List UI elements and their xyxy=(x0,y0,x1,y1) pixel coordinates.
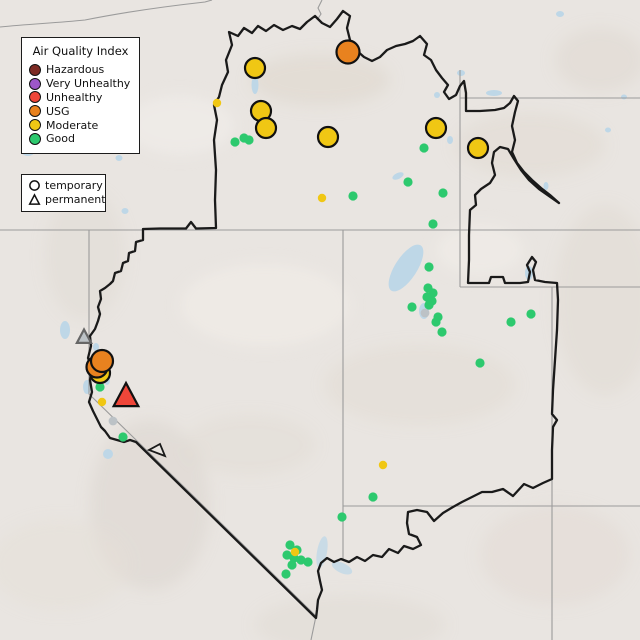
legend-item-permanent: permanent xyxy=(28,193,106,207)
station-good-circle[interactable] xyxy=(95,382,105,392)
station-good-circle[interactable] xyxy=(437,327,447,337)
hazardous-swatch-icon xyxy=(29,63,41,76)
station-good-circle[interactable] xyxy=(230,137,240,147)
legend-item-temporary: temporary xyxy=(28,179,103,193)
state-line-idaho xyxy=(316,0,323,21)
station-unhealthy-triangle[interactable] xyxy=(111,380,141,408)
state-line-ca-nv xyxy=(88,230,317,640)
station-moderate-circle[interactable] xyxy=(424,116,448,140)
station-moderate-circle[interactable] xyxy=(243,56,267,80)
station-moderate-circle[interactable] xyxy=(317,193,327,203)
basin-boundary xyxy=(86,9,561,620)
station-good-circle[interactable] xyxy=(475,358,485,368)
station-good-circle[interactable] xyxy=(296,555,306,565)
station-good-circle[interactable] xyxy=(285,540,295,550)
station-good-circle[interactable] xyxy=(407,302,417,312)
station-moderate-circle[interactable] xyxy=(316,125,340,149)
aqi-legend: Air Quality Index Hazardous Very Unhealt… xyxy=(21,37,140,154)
very-unhealthy-swatch-icon xyxy=(29,77,41,90)
station-moderate-circle[interactable] xyxy=(466,136,490,160)
legend-item-moderate: Moderate xyxy=(29,118,132,132)
triangle-icon xyxy=(28,193,41,206)
station-unknown-circle[interactable] xyxy=(420,308,430,318)
station-good-circle[interactable] xyxy=(424,300,434,310)
station-moderate-circle[interactable] xyxy=(290,547,300,557)
station-good-circle[interactable] xyxy=(282,550,292,560)
station-moderate-circle[interactable] xyxy=(254,116,278,140)
station-good-circle[interactable] xyxy=(281,569,291,579)
station-good-circle[interactable] xyxy=(244,135,254,145)
station-good-circle[interactable] xyxy=(118,432,128,442)
state-line-snake-river xyxy=(0,0,213,28)
station-good-circle[interactable] xyxy=(419,143,429,153)
station-good-circle[interactable] xyxy=(337,512,347,522)
station-good-circle[interactable] xyxy=(368,492,378,502)
station-moderate-circle[interactable] xyxy=(97,397,107,407)
station-usg-circle[interactable] xyxy=(335,39,361,65)
station-good-circle[interactable] xyxy=(303,557,313,567)
station-good-circle[interactable] xyxy=(348,191,358,201)
legend-title: Air Quality Index xyxy=(32,44,129,58)
legend-item-usg: USG xyxy=(29,104,132,118)
legend-item-good: Good xyxy=(29,132,132,146)
station-unknown-circle[interactable] xyxy=(108,416,118,426)
stations-layer[interactable] xyxy=(75,39,536,579)
station-good-circle[interactable] xyxy=(428,219,438,229)
legend-item-hazardous: Hazardous xyxy=(29,63,132,77)
station-good-circle[interactable] xyxy=(526,309,536,319)
circle-icon xyxy=(29,180,40,192)
boundary-pennant-notch xyxy=(146,442,167,458)
legend-item-very-unhealthy: Very Unhealthy xyxy=(29,77,132,91)
station-good-circle[interactable] xyxy=(424,262,434,272)
station-good-circle[interactable] xyxy=(506,317,516,327)
station-good-circle[interactable] xyxy=(431,317,441,327)
good-swatch-icon xyxy=(29,132,41,145)
station-good-circle[interactable] xyxy=(403,177,413,187)
station-unknown-triangle[interactable] xyxy=(75,327,93,344)
station-good-circle[interactable] xyxy=(287,560,297,570)
station-usg-circle[interactable] xyxy=(89,348,115,374)
moderate-swatch-icon xyxy=(29,119,41,132)
legend-item-unhealthy: Unhealthy xyxy=(29,91,132,105)
station-good-circle[interactable] xyxy=(438,188,448,198)
usg-swatch-icon xyxy=(29,105,41,118)
station-moderate-circle[interactable] xyxy=(378,460,388,470)
unhealthy-swatch-icon xyxy=(29,91,41,104)
shape-legend: temporary permanent xyxy=(21,174,106,212)
station-moderate-circle[interactable] xyxy=(212,98,222,108)
